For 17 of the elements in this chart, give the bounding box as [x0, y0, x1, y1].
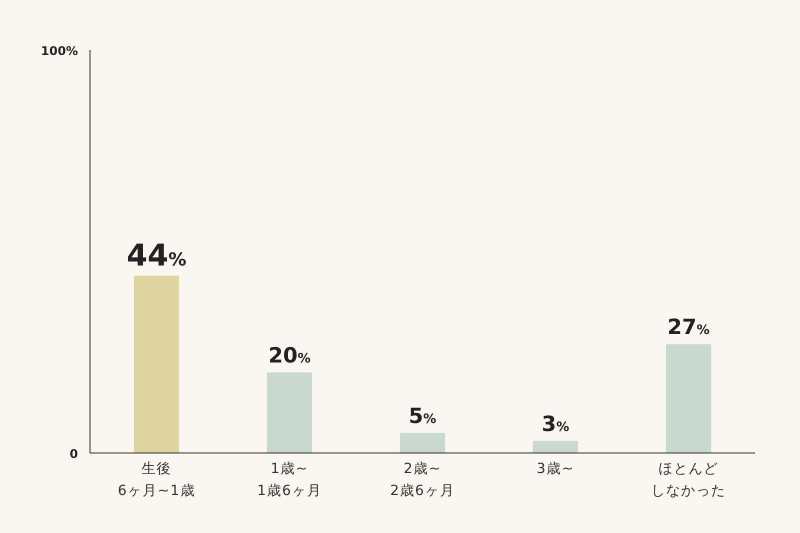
y-tick-label: 0 — [70, 447, 78, 461]
bar — [134, 276, 180, 453]
x-tick-label: 生後 6ヶ月~1歳 — [118, 461, 196, 499]
data-label: 5% — [408, 404, 436, 428]
y-tick-label: 100% — [40, 44, 78, 58]
x-tick-label: 2歳~ 2歳6ヶ月 — [390, 461, 455, 499]
data-label: 44% — [126, 238, 186, 274]
data-label: 27% — [667, 315, 710, 340]
bar — [266, 372, 312, 453]
data-label: 20% — [268, 343, 311, 368]
bar — [666, 344, 712, 453]
bar — [532, 440, 578, 453]
x-tick-label: ほとんどしなかった — [651, 461, 726, 499]
data-label: 3% — [542, 412, 570, 436]
x-tick-label: 1歳~ 1歳6ヶ月 — [257, 461, 322, 499]
x-tick-label: 3歳~ — [536, 461, 574, 477]
bar — [400, 432, 446, 453]
